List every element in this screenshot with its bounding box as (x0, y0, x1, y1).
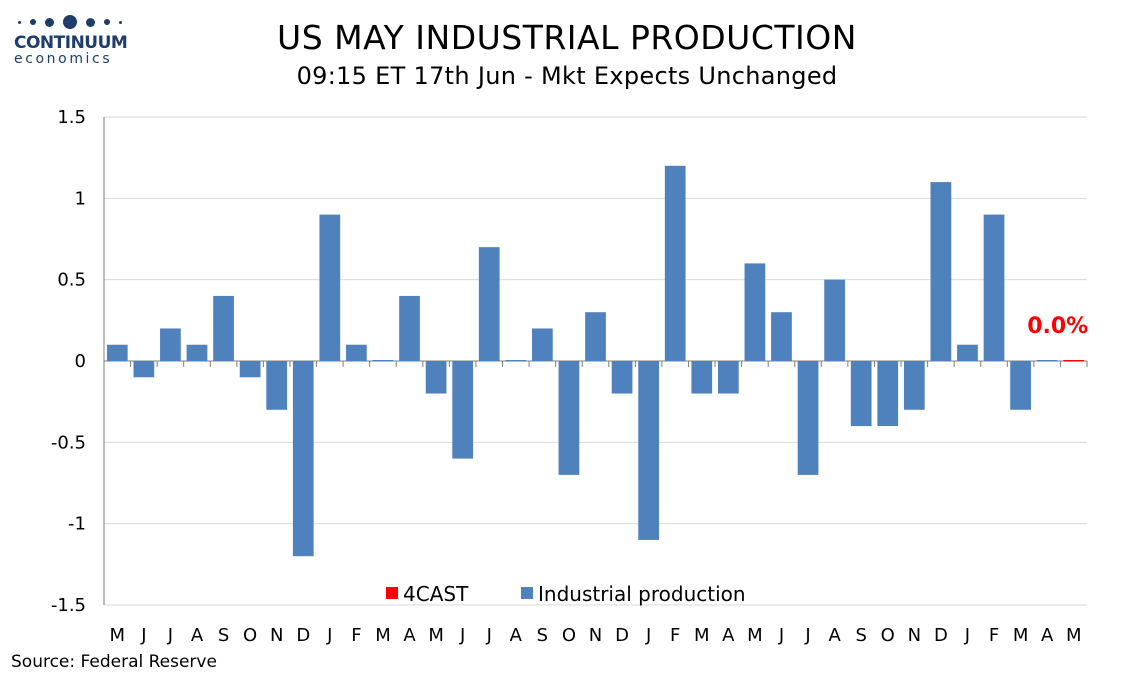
industrial-production-bar (664, 165, 686, 361)
x-tick-label: M (110, 625, 126, 646)
industrial-production-bar (319, 214, 341, 361)
industrial-production-bar (505, 360, 527, 362)
y-tick-label: 1 (75, 188, 86, 209)
x-tick-label: S (855, 625, 866, 646)
industrial-production-bar (930, 182, 952, 361)
industrial-production-bar (452, 361, 474, 459)
x-tick-label: A (722, 625, 735, 646)
x-tick-label: A (191, 625, 204, 646)
industrial-production-bar (903, 361, 925, 410)
x-tick-label: N (270, 625, 283, 646)
bars (106, 165, 1085, 557)
industrial-production-bar (877, 361, 899, 427)
x-tick-label: D (615, 625, 629, 646)
y-tick-label: -1.5 (51, 595, 86, 616)
industrial-production-bar (1036, 360, 1058, 362)
legend-swatch-industrial (521, 587, 533, 599)
x-tick-label: A (403, 625, 416, 646)
x-tick-label: S (537, 625, 548, 646)
industrial-production-bar (532, 328, 553, 361)
legend: 4CAST Industrial production (386, 582, 746, 606)
logo-subtitle: economics (14, 51, 113, 67)
x-tick-label: O (881, 625, 895, 646)
x-tick-label: J (326, 625, 332, 646)
industrial-production-bar (133, 361, 155, 378)
x-tick-label: M (428, 625, 444, 646)
industrial-production-bar (744, 263, 766, 361)
industrial-production-bar (957, 344, 978, 361)
x-tick-label: M (747, 625, 763, 646)
x-tick-label: J (167, 625, 173, 646)
x-tick-label: N (908, 625, 921, 646)
x-tick-label: O (562, 625, 576, 646)
x-tick-label: D (296, 625, 310, 646)
chart-subtitle: 09:15 ET 17th Jun - Mkt Expects Unchange… (296, 62, 838, 90)
industrial-production-bar (850, 361, 872, 427)
logo-name: CONTINUUM (14, 33, 128, 53)
y-tick-label: -0.5 (51, 432, 86, 453)
legend-swatch-4cast (386, 587, 398, 599)
industrial-production-bar (638, 361, 659, 540)
x-tick-label: F (670, 625, 680, 646)
industrial-production-bar (372, 360, 394, 362)
forecast-value-label: 0.0% (1027, 314, 1088, 339)
x-tick-label: A (828, 625, 841, 646)
industrial-production-bar (186, 344, 208, 361)
x-tick-label: J (459, 625, 465, 646)
industrial-production-bar (717, 361, 739, 394)
industrial-production-bar (106, 344, 128, 361)
industrial-production-bar (983, 214, 1005, 361)
x-tick-label: M (694, 625, 710, 646)
y-tick-label: -1 (68, 514, 86, 535)
industrial-production-bar (292, 361, 314, 557)
x-tick-label: J (778, 625, 784, 646)
industrial-production-bar (266, 361, 288, 410)
chart-title: US MAY INDUSTRIAL PRODUCTION (277, 18, 857, 57)
x-tick-label: A (1041, 625, 1054, 646)
y-tick-label: 0 (75, 351, 86, 372)
y-tick-label: 0.5 (57, 270, 86, 291)
source-note: Source: Federal Reserve (11, 652, 217, 672)
continuum-logo: CONTINUUM economics (14, 14, 134, 67)
legend-label-4cast: 4CAST (403, 582, 469, 606)
x-tick-label: S (218, 625, 229, 646)
x-tick-label: M (375, 625, 391, 646)
industrial-production-bar (239, 361, 261, 378)
industrial-production-bar (585, 312, 606, 361)
x-tick-label: F (989, 625, 999, 646)
x-tick-label: M (1013, 625, 1029, 646)
industrial-production-bar (160, 328, 181, 361)
x-tick-label: J (964, 625, 970, 646)
y-tick-label: 1.5 (57, 107, 86, 128)
industrial-production-bar (771, 312, 792, 361)
x-tick-label: D (934, 625, 948, 646)
industrial-production-bar (611, 361, 633, 394)
industrial-production-bar (824, 279, 845, 361)
x-tick-label: O (243, 625, 257, 646)
industrial-production-bar (558, 361, 580, 475)
x-tick-label: N (589, 625, 602, 646)
x-tick-label: J (140, 625, 146, 646)
industrial-production-bar (478, 247, 500, 361)
industrial-production-bar (399, 295, 420, 361)
x-tick-label: F (351, 625, 361, 646)
industrial-production-bar (213, 295, 234, 361)
x-tick-label: J (804, 625, 810, 646)
industrial-production-bar (1010, 361, 1031, 410)
axis-labels: -1.5-1-0.500.511.5M J J A S O N D J F M A M J J A S O N D J F… (51, 107, 1088, 646)
industrial-production-bar (691, 361, 713, 394)
legend-label-industrial: Industrial production (538, 582, 746, 606)
x-tick-label: J (486, 625, 492, 646)
forecast-bar (1063, 360, 1085, 362)
logo-dots-icon (18, 14, 134, 30)
x-tick-label: M (1066, 625, 1082, 646)
industrial-production-bar (346, 344, 367, 361)
gridlines (104, 116, 1087, 606)
industrial-production-bar (797, 361, 819, 475)
industrial-production-bar (425, 361, 447, 394)
x-tick-label: A (510, 625, 523, 646)
x-tick-label: J (645, 625, 651, 646)
